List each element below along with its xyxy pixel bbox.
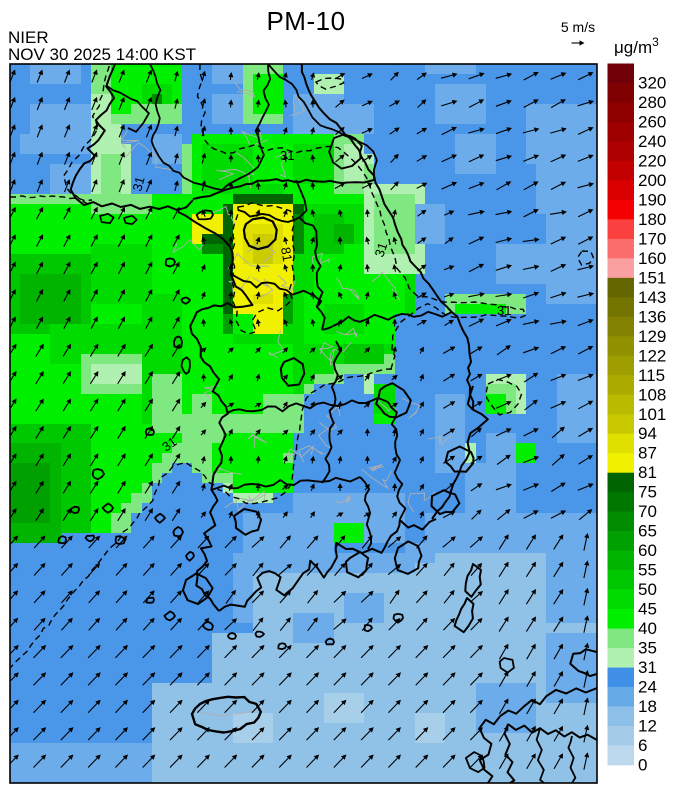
svg-text:60: 60 [638, 541, 657, 560]
svg-text:12: 12 [638, 717, 657, 736]
svg-text:81: 81 [638, 463, 657, 482]
svg-text:200: 200 [638, 171, 666, 190]
svg-text:6: 6 [638, 736, 647, 755]
svg-text:108: 108 [638, 385, 666, 404]
svg-text:75: 75 [638, 483, 657, 502]
svg-text:151: 151 [638, 268, 666, 287]
svg-text:180: 180 [638, 210, 666, 229]
svg-text:320: 320 [638, 74, 666, 93]
svg-text:260: 260 [638, 113, 666, 132]
svg-text:40: 40 [638, 619, 657, 638]
svg-text:50: 50 [638, 580, 657, 599]
svg-text:NIER: NIER [8, 28, 49, 47]
svg-text:160: 160 [638, 249, 666, 268]
svg-text:122: 122 [638, 346, 666, 365]
svg-text:101: 101 [638, 405, 666, 424]
svg-text:35: 35 [638, 639, 657, 658]
svg-text:24: 24 [638, 678, 657, 697]
svg-text:220: 220 [638, 151, 666, 170]
svg-text:70: 70 [638, 502, 657, 521]
svg-text:5 m/s: 5 m/s [561, 19, 595, 35]
svg-text:31: 31 [280, 148, 294, 163]
svg-text:170: 170 [638, 229, 666, 248]
svg-text:65: 65 [638, 522, 657, 541]
svg-text:94: 94 [638, 424, 657, 443]
svg-text:PM-10: PM-10 [266, 6, 345, 36]
svg-text:18: 18 [638, 697, 657, 716]
svg-text:143: 143 [638, 288, 666, 307]
svg-text:136: 136 [638, 307, 666, 326]
svg-text:31: 31 [372, 241, 391, 259]
svg-text:190: 190 [638, 190, 666, 209]
svg-text:55: 55 [638, 561, 657, 580]
svg-text:31: 31 [497, 303, 511, 318]
svg-text:45: 45 [638, 600, 657, 619]
svg-text:115: 115 [638, 366, 665, 385]
svg-text:0: 0 [638, 756, 647, 775]
svg-text:31: 31 [159, 434, 179, 455]
svg-text:31: 31 [129, 175, 147, 193]
svg-text:81: 81 [278, 246, 295, 263]
svg-text:31: 31 [638, 658, 657, 677]
svg-text:μg/m3: μg/m3 [614, 35, 659, 57]
svg-text:NOV 30 2025 14:00 KST: NOV 30 2025 14:00 KST [8, 45, 196, 64]
svg-text:87: 87 [638, 444, 657, 463]
svg-text:240: 240 [638, 132, 666, 151]
svg-text:129: 129 [638, 327, 666, 346]
svg-text:280: 280 [638, 93, 666, 112]
